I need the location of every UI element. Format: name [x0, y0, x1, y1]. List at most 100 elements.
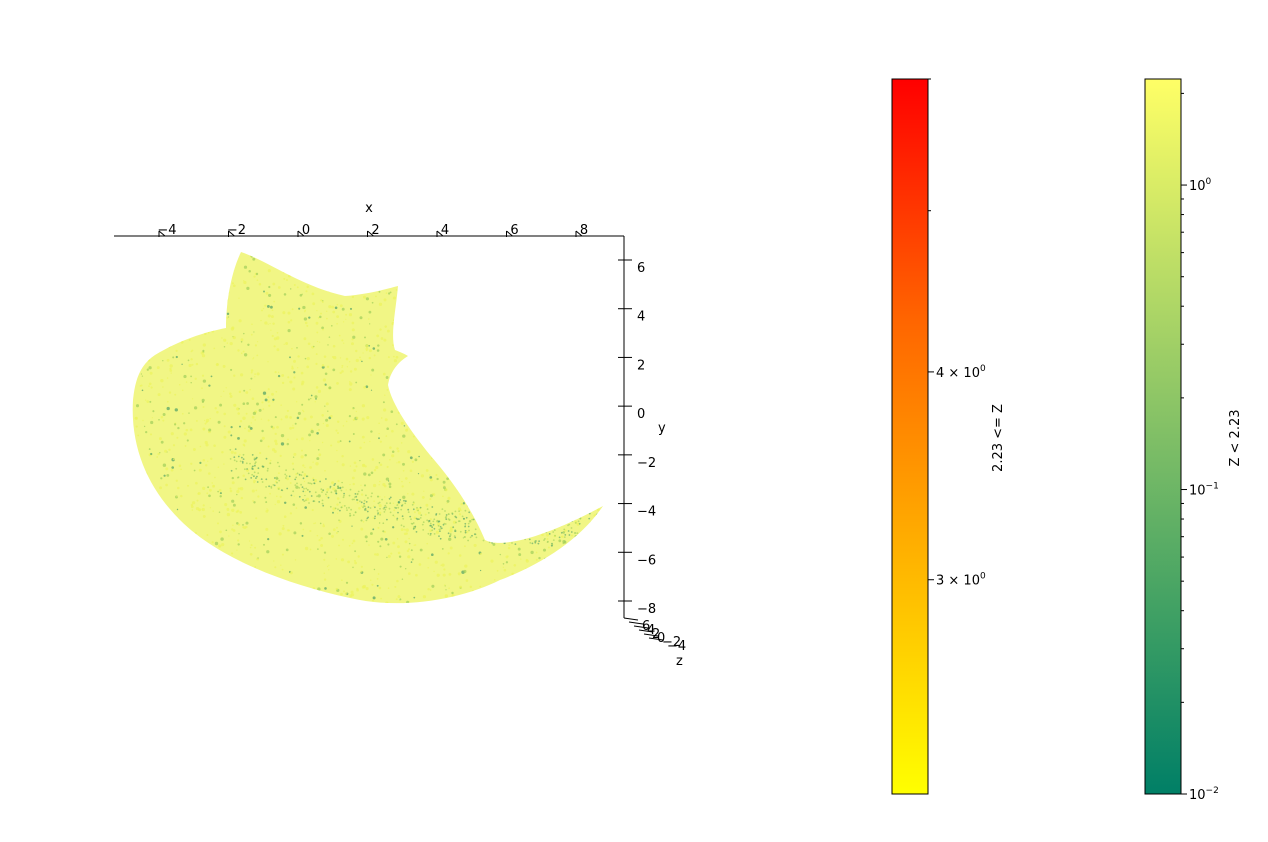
scatter-point: [502, 563, 505, 565]
scatter-point: [560, 355, 564, 359]
scatter-point: [337, 432, 339, 434]
scatter-point: [274, 566, 277, 569]
scatter-point: [465, 408, 468, 411]
scatter-point: [280, 404, 282, 406]
scatter-point: [471, 374, 474, 377]
scatter-point: [179, 329, 184, 333]
scatter-point: [391, 450, 395, 454]
scatter-point: [345, 489, 347, 491]
scatter-point: [385, 278, 389, 282]
scatter-point: [218, 546, 221, 548]
scatter-point: [252, 465, 254, 468]
scatter-point: [316, 457, 320, 461]
scatter-point: [549, 268, 553, 272]
scatter-point: [277, 461, 279, 464]
scatter-point: [600, 454, 603, 457]
scatter-point: [520, 260, 524, 264]
colorbar-tick-label: 100: [1189, 177, 1212, 194]
scatter-point: [484, 447, 487, 450]
y-tick-label: 6: [637, 261, 645, 276]
scatter-point: [124, 541, 127, 544]
x-tick-mark: [158, 230, 166, 237]
scatter-point: [127, 565, 130, 568]
scatter-point: [319, 315, 322, 319]
scatter-point: [357, 555, 360, 558]
scatter-point: [571, 520, 573, 522]
scatter-point: [570, 273, 574, 277]
scatter-point: [336, 487, 339, 489]
scatter-point: [445, 589, 447, 591]
scatter-point: [391, 429, 394, 433]
scatter-point: [243, 439, 247, 443]
scatter-point: [546, 608, 549, 611]
scatter-point: [542, 575, 545, 578]
scatter-point: [153, 547, 158, 551]
scatter-point: [158, 437, 162, 441]
scatter-point: [148, 504, 151, 507]
y-tick-label: −6: [637, 553, 656, 568]
scatter-point: [504, 307, 506, 310]
scatter-point: [298, 473, 301, 476]
scatter-point: [430, 457, 433, 460]
scatter-point: [463, 536, 466, 538]
scatter-point: [511, 484, 514, 487]
scatter-point: [126, 538, 127, 539]
scatter-point: [539, 475, 543, 479]
scatter-point: [158, 272, 162, 276]
scatter-point: [205, 581, 208, 585]
scatter-point: [468, 529, 470, 532]
scatter-point: [349, 515, 351, 517]
scatter-point: [238, 319, 242, 323]
scatter-point: [222, 555, 225, 559]
scatter-point: [252, 500, 254, 502]
scatter-point: [323, 578, 327, 581]
scatter-point: [286, 442, 290, 446]
scatter-point: [262, 408, 265, 411]
scatter-point: [515, 350, 518, 353]
scatter-point: [536, 410, 540, 414]
scatter-point: [479, 569, 482, 572]
scatter-point: [499, 513, 502, 516]
scatter-point: [217, 565, 221, 569]
scatter-point: [461, 515, 464, 518]
scatter-point: [326, 565, 329, 568]
scatter-point: [341, 339, 344, 342]
scatter-point: [509, 591, 514, 595]
scatter-point: [554, 522, 557, 525]
scatter-point: [267, 419, 270, 422]
scatter-point: [165, 309, 168, 312]
scatter-point: [501, 517, 504, 519]
scatter-point: [302, 528, 305, 531]
scatter-point: [449, 274, 452, 277]
scatter-point: [253, 471, 256, 474]
scatter-point: [271, 309, 274, 312]
scatter-point: [213, 593, 215, 595]
scatter-point: [340, 506, 343, 509]
scatter-point: [548, 523, 551, 526]
scatter-point: [591, 417, 594, 420]
scatter-point: [444, 510, 446, 512]
scatter-point: [590, 447, 594, 451]
scatter-point: [277, 472, 280, 475]
scatter-point: [309, 529, 312, 533]
scatter-point: [262, 465, 265, 468]
scatter-point: [419, 548, 423, 552]
scatter-point: [500, 309, 504, 313]
x-tick-label: −2: [227, 223, 246, 238]
scatter-point: [515, 350, 519, 354]
scatter-point: [321, 364, 325, 367]
scatter-point: [268, 293, 272, 297]
scatter-point: [542, 442, 546, 446]
scatter-point: [293, 604, 296, 607]
scatter-point: [418, 374, 422, 378]
scatter-point: [175, 479, 178, 482]
scatter-point: [261, 436, 265, 440]
scatter-point: [355, 381, 358, 384]
scatter-point: [454, 529, 457, 531]
scatter-point: [492, 536, 495, 539]
scatter-point: [137, 311, 142, 315]
scatter-point: [232, 249, 235, 252]
scatter-point: [540, 371, 544, 375]
scatter-point: [241, 460, 244, 463]
scatter-point: [309, 466, 312, 469]
